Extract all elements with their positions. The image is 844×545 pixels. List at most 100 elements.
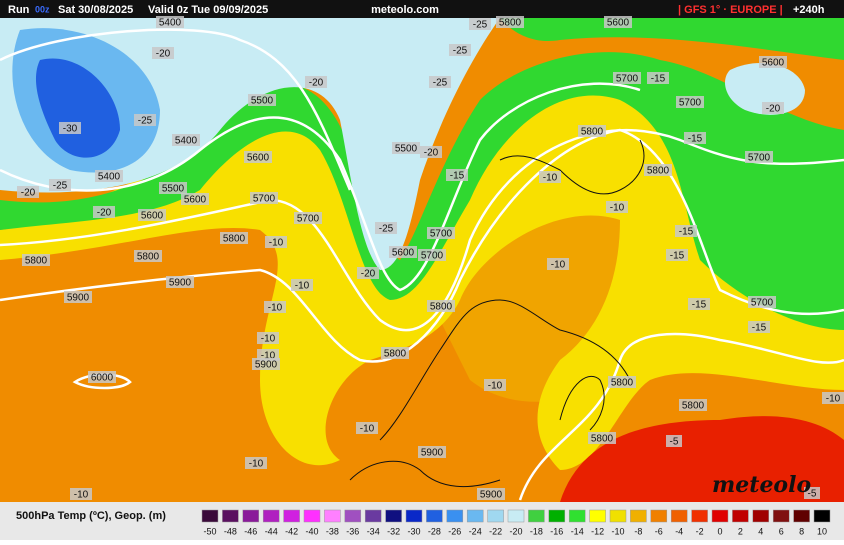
coastline: [349, 460, 501, 488]
contour-label: 5800: [611, 378, 634, 389]
contour-label-box: [134, 250, 162, 262]
contour-label-box: [608, 376, 636, 388]
contour-label-box: [159, 182, 187, 194]
legend-label: 8: [799, 526, 804, 536]
contour-label-box: [375, 222, 397, 234]
contour-label: 6000: [91, 373, 114, 384]
contour-label: 5600: [141, 211, 164, 222]
legend-swatch: [405, 509, 423, 523]
contour-label-box: [748, 321, 770, 333]
contour-label-box: [606, 201, 628, 213]
field-red: [560, 416, 844, 502]
legend-swatch: [650, 509, 668, 523]
contour-label: 5800: [682, 401, 705, 412]
contour-label: 5700: [616, 74, 639, 85]
legend-swatch: [528, 509, 545, 523]
contour-label-box: [477, 488, 505, 500]
contour-label: -5: [670, 437, 679, 448]
contour-label-box: [420, 146, 442, 158]
contour-label-box: [381, 347, 409, 359]
contour-label: -25: [473, 20, 488, 31]
contour-label-box: [604, 16, 632, 28]
site-name: meteolo.com: [371, 4, 439, 16]
contour-label: -10: [543, 173, 558, 184]
legend-swatch: [303, 509, 321, 523]
valid-time: Valid 0z Tue 09/09/2025: [148, 4, 268, 16]
legend-title: 500hPa Temp (ºC), Geop. (m): [16, 510, 166, 522]
contour-label: -20: [97, 208, 112, 219]
legend-swatch: [711, 509, 729, 523]
contour-label: 5400: [159, 18, 182, 29]
contour-label-box: [264, 301, 286, 313]
contour-label-box: [469, 18, 491, 30]
contour-label: 5400: [98, 172, 121, 183]
contour-label-box: [166, 276, 194, 288]
contour-label-box: [822, 392, 844, 404]
legend-label: -46: [244, 526, 257, 536]
legend-label: -14: [571, 526, 584, 536]
contour-label: 5600: [762, 58, 785, 69]
contour-label: -10: [826, 394, 841, 405]
contour-label-box: [172, 134, 200, 146]
contour-label-box: [418, 446, 446, 458]
contour-label: -15: [679, 227, 694, 238]
contour-line: [0, 128, 844, 363]
contour-label-box: [134, 114, 156, 126]
legend-swatch: [344, 509, 362, 523]
contour-label-box: [250, 192, 278, 204]
legend-swatch: [568, 509, 586, 523]
contour-label: 5400: [175, 136, 198, 147]
contour-label: -10: [610, 203, 625, 214]
contour-label-box: [762, 102, 784, 114]
contour-label-box: [484, 379, 506, 391]
contour-label: 5700: [421, 251, 444, 262]
contour-label-box: [676, 96, 704, 108]
contour-label-box: [357, 267, 379, 279]
contour-label: 5700: [751, 298, 774, 309]
contour-label: 5800: [647, 166, 670, 177]
contour-label: 5800: [591, 434, 614, 445]
contour-label: -10: [488, 381, 503, 392]
run-hour: 00z: [35, 4, 50, 14]
field-deep-blue: [35, 58, 120, 158]
contour-label-box: [449, 44, 471, 56]
legend-label: -44: [265, 526, 278, 536]
contour-label: -10: [249, 459, 264, 470]
contour-label-box: [389, 246, 417, 258]
legend-label: -36: [346, 526, 359, 536]
contour-label-box: [748, 296, 776, 308]
legend-swatch: [242, 509, 260, 523]
legend-label: -40: [305, 526, 318, 536]
contour-label-box: [613, 72, 641, 84]
contour-label-box: [578, 125, 606, 137]
contour-label-box: [70, 488, 92, 500]
legend-swatch: [487, 509, 504, 523]
color-scale: -50 -48 -46 -44 -42 -40 -38 -36 -34 -32 -30 -28 -26-…: [201, 509, 831, 536]
contour-label: 5900: [169, 278, 192, 289]
contour-label: -10: [261, 334, 276, 345]
legend-swatch: [507, 509, 525, 523]
contour-label-box: [181, 193, 209, 205]
contour-label: 5800: [581, 127, 604, 138]
coastline: [559, 375, 605, 431]
legend-label: 4: [758, 526, 763, 536]
contour-label: 5800: [223, 234, 246, 245]
legend-swatch: [793, 509, 810, 523]
contour-label-box: [745, 151, 773, 163]
run-label: Run: [8, 4, 30, 16]
contour-label: 5700: [297, 214, 320, 225]
legend-label: 10: [817, 526, 827, 536]
legend-swatch: [752, 509, 770, 523]
legend-label: 6: [779, 526, 784, 536]
legend-swatch: [364, 509, 382, 523]
contour-label: -25: [138, 116, 153, 127]
contour-label-box: [644, 164, 672, 176]
legend-label: -48: [224, 526, 237, 536]
legend-label: -22: [489, 526, 502, 536]
contour-label: 5700: [748, 153, 771, 164]
contour-label: 5600: [247, 153, 270, 164]
contour-label: -30: [63, 124, 78, 135]
legend-label: -16: [550, 526, 563, 536]
contour-label: 5500: [162, 184, 185, 195]
legend-swatch: [609, 509, 627, 523]
